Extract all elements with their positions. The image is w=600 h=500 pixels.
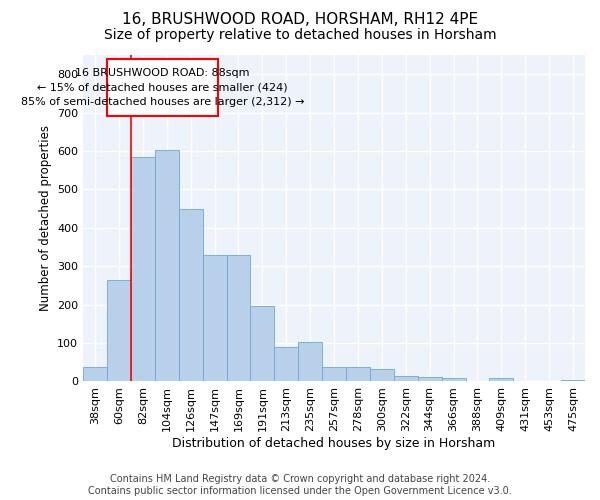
Bar xyxy=(227,254,250,382)
Text: Size of property relative to detached houses in Horsham: Size of property relative to detached ho… xyxy=(104,28,496,42)
Text: Contains HM Land Registry data © Crown copyright and database right 2024.
Contai: Contains HM Land Registry data © Crown c… xyxy=(88,474,512,496)
Bar xyxy=(394,376,418,382)
Bar xyxy=(298,342,322,382)
X-axis label: Distribution of detached houses by size in Horsham: Distribution of detached houses by size … xyxy=(172,437,496,450)
Bar xyxy=(83,367,107,382)
Text: 16 BRUSHWOOD ROAD: 88sqm
← 15% of detached houses are smaller (424)
85% of semi-: 16 BRUSHWOOD ROAD: 88sqm ← 15% of detach… xyxy=(21,68,304,108)
Bar xyxy=(442,378,466,382)
Bar xyxy=(274,347,298,382)
FancyBboxPatch shape xyxy=(107,59,218,116)
Text: 16, BRUSHWOOD ROAD, HORSHAM, RH12 4PE: 16, BRUSHWOOD ROAD, HORSHAM, RH12 4PE xyxy=(122,12,478,28)
Bar xyxy=(250,306,274,382)
Bar xyxy=(203,254,227,382)
Bar xyxy=(155,150,179,382)
Bar xyxy=(131,157,155,382)
Bar xyxy=(346,367,370,382)
Bar xyxy=(370,369,394,382)
Bar xyxy=(561,380,585,382)
Bar xyxy=(418,377,442,382)
Bar xyxy=(322,367,346,382)
Bar xyxy=(490,378,514,382)
Y-axis label: Number of detached properties: Number of detached properties xyxy=(38,125,52,311)
Bar xyxy=(107,280,131,382)
Bar xyxy=(179,208,203,382)
